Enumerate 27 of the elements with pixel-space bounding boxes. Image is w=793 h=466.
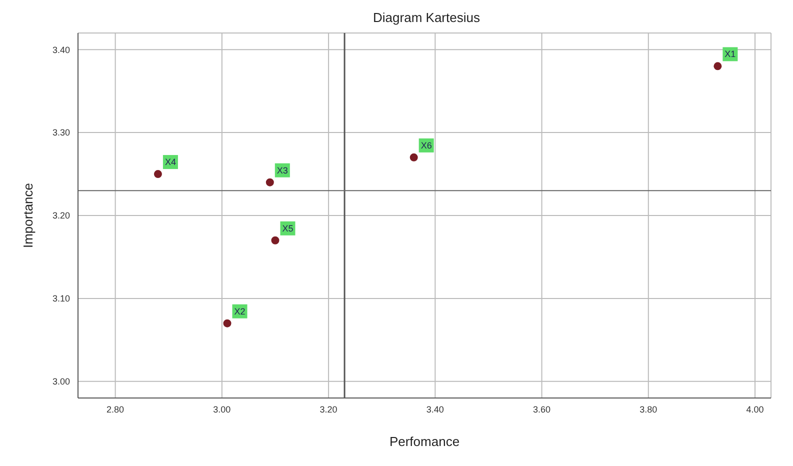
x-tick-label: 3.20 [320, 404, 338, 414]
x-tick-label: 3.80 [640, 404, 658, 414]
point [223, 319, 232, 328]
x-axis-title: Perfomance [389, 434, 460, 449]
chart-title: Diagram Kartesius [372, 9, 481, 27]
annotation: X2 [234, 306, 246, 316]
point [154, 170, 162, 178]
x-tick-label: 3.00 [213, 404, 231, 414]
annotation: X5 [282, 223, 294, 234]
x-tick-label: 3.40 [426, 404, 444, 414]
y-tick-label: 3.10 [52, 294, 70, 304]
y-axis-title: Importance [20, 182, 36, 248]
annotation: X1 [724, 49, 736, 60]
y-tick-label: 3.40 [52, 44, 70, 55]
x-tick-label: 2.80 [106, 404, 124, 414]
y-tick-label: 3.00 [52, 376, 70, 387]
point [271, 236, 280, 244]
x-tick-label: 3.60 [533, 404, 551, 414]
annotation: X4 [164, 157, 176, 168]
annotation: X6 [420, 140, 432, 150]
point [410, 153, 418, 162]
annotation: X3 [276, 165, 288, 176]
point [714, 62, 722, 70]
y-tick-label: 3.20 [52, 210, 70, 221]
x-tick-label: 4.00 [746, 404, 764, 414]
point [266, 178, 274, 186]
y-tick-label: 3.30 [52, 128, 70, 138]
